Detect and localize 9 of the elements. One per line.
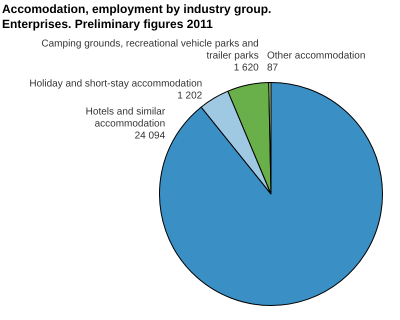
data-label: 1 620 xyxy=(234,62,260,74)
data-label: 1 202 xyxy=(177,90,203,102)
chart-title: Accomodation, employment by industry group. Enterprises. Preliminary figures 2011 xyxy=(2,2,272,32)
slice-label: Holiday and short-stay accommodation xyxy=(29,78,202,90)
slice-label: Camping grounds, recreational vehicle parks and trailer parks xyxy=(41,38,259,62)
data-label: 24 094 xyxy=(134,130,166,142)
slice-label: Other accommodation xyxy=(267,50,366,62)
data-label: 87 xyxy=(267,62,279,74)
slice-label: Hotels and similar accommodation xyxy=(86,106,166,130)
